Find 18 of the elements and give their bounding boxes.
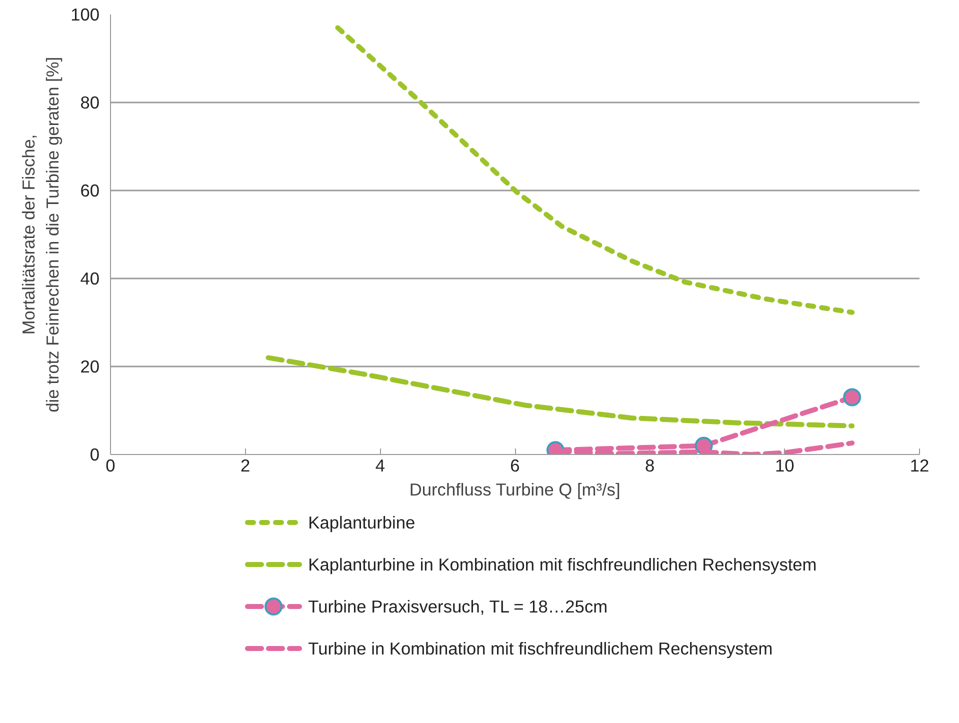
legend-label: Kaplanturbine in Kombination mit fischfreundlichen Rechensystem <box>308 554 817 574</box>
legend-label: Kaplanturbine <box>308 512 416 532</box>
x-tick-label: 12 <box>910 456 930 476</box>
y-tick-label: 80 <box>80 92 100 112</box>
y-tick-label: 100 <box>70 4 100 24</box>
x-tick-label: 4 <box>375 456 386 476</box>
y-tick-label: 40 <box>80 268 100 288</box>
x-tick-label: 8 <box>645 456 655 476</box>
y-axis-title: Mortalitätsrate der Fische, die trotz Feinrechen in die Turbine geraten [%] <box>18 56 63 412</box>
x-axis-title: Durchfluss Turbine Q [m³/s] <box>409 480 620 500</box>
x-tick-label: 0 <box>106 456 116 476</box>
x-tick-label: 10 <box>775 456 794 476</box>
legend-label: Turbine Praxisversuch, TL = 18…25cm <box>308 596 608 616</box>
y-tick-label: 20 <box>80 356 100 376</box>
y-tick-label: 60 <box>80 180 100 200</box>
x-tick-label: 2 <box>240 456 250 476</box>
legend-label: Turbine in Kombination mit fischfreundlichem Rechensystem <box>308 638 773 658</box>
x-tick-label: 6 <box>510 456 520 476</box>
